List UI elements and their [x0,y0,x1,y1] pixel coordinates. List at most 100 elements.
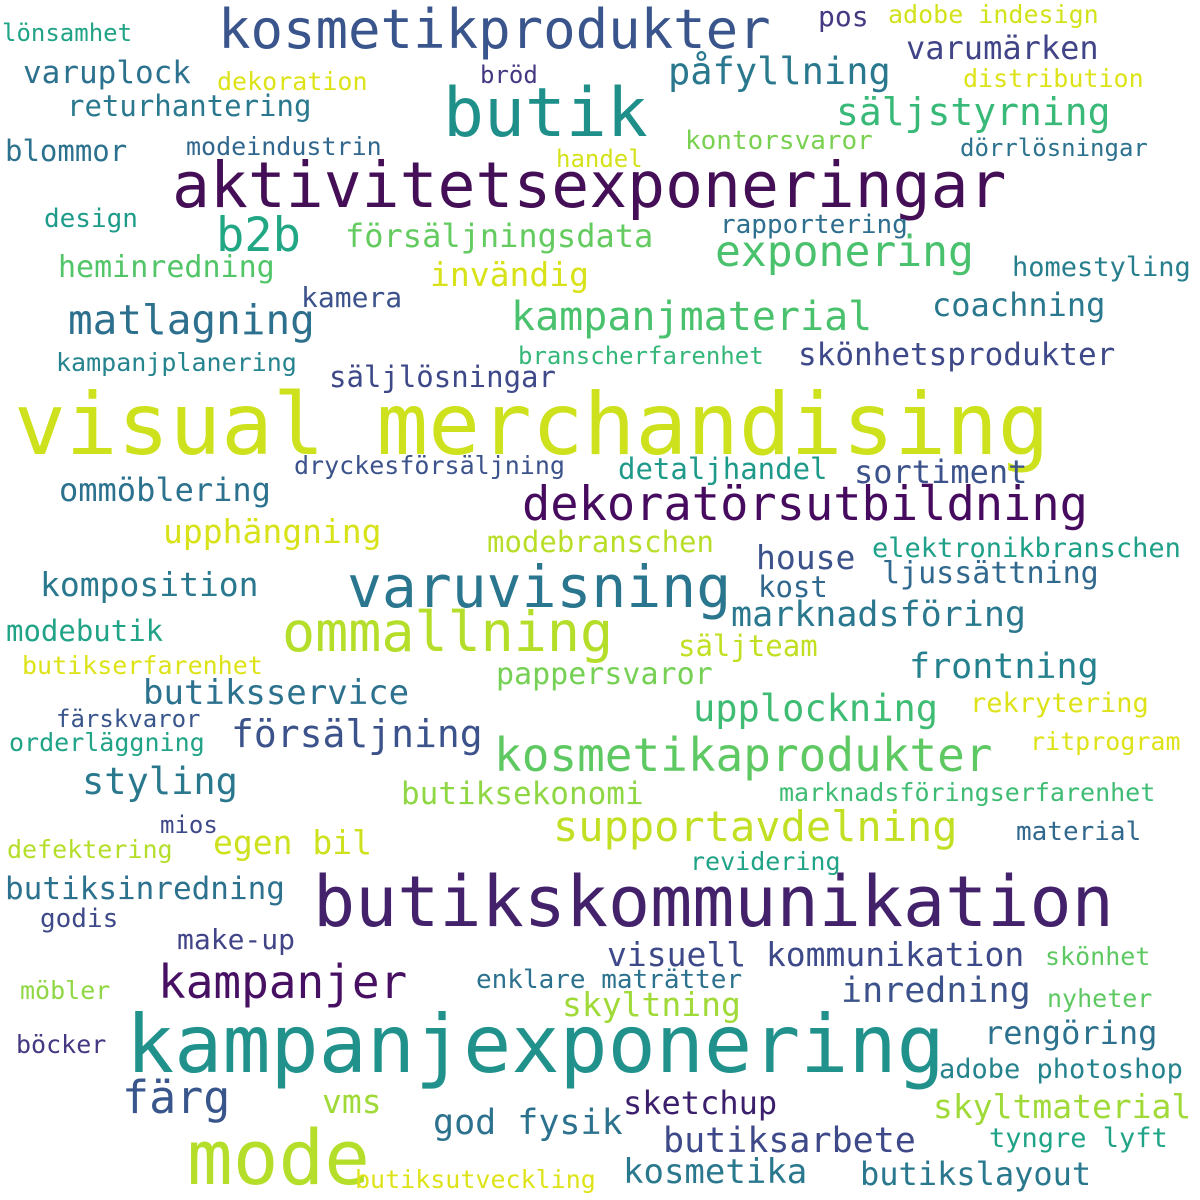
word: ljussättning [882,556,1099,591]
word: ommallning [282,600,614,664]
word: kampanjmaterial [511,294,873,340]
word: mode [187,1113,371,1200]
word: make-up [177,923,296,956]
word: varumärken [906,29,1099,67]
word: egen bil [213,823,372,862]
word: färg [122,1071,231,1124]
word: matlagning [68,296,315,344]
word: lönsamhet [2,19,133,47]
word: frontning [909,647,1099,687]
word: revidering [690,847,841,876]
word: b2b [216,208,301,263]
word: blommor [5,134,128,168]
word: nyheter [1047,984,1153,1013]
word: god fysik [433,1103,623,1143]
word: invändig [430,255,589,294]
word: rengöring [984,1014,1158,1052]
word: kost [758,570,828,604]
word: sortiment [854,453,1028,491]
word: bröd [480,61,538,89]
word: butik [443,74,648,153]
word: möbler [20,976,111,1005]
word: butikserfarenhet [22,651,263,680]
word: styling [82,760,238,803]
word: visuell kommunikation [607,935,1025,974]
word: butikskommunikation [313,861,1114,943]
word: försäljning [231,712,483,756]
word: varuplock [23,55,191,91]
word: komposition [40,565,259,604]
word: modeindustrin [186,132,382,161]
word: kosmetikaprodukter [494,728,993,782]
word: detaljhandel [618,452,828,486]
word: pappersvaror [496,657,713,692]
word: modebutik [6,614,164,648]
word: coachning [932,286,1106,324]
word: aktivitetsexponeringar [172,149,1007,222]
word: kontorsvaror [685,126,873,156]
word: dörrlösningar [960,134,1148,162]
word: kampanjer [158,955,408,1009]
word: elektronikbranschen [872,533,1181,564]
word: varuvisning [347,553,732,621]
word: sketchup [623,1084,778,1122]
word: exponering [715,227,974,277]
word: adobe indesign [888,0,1099,29]
word: butiksservice [143,673,410,713]
word: handel [556,145,643,173]
word: försäljningsdata [345,217,654,255]
word: distribution [963,64,1144,93]
word: skönhet [1045,942,1151,971]
word: supportavdelning [553,802,958,851]
word: upphängning [163,512,382,551]
word: design [44,204,138,234]
word: rapportering [720,210,908,240]
word: färskvaror [56,705,201,733]
word: inredning [841,971,1031,1011]
word: visual merchandising [14,375,1050,475]
word: heminredning [58,250,275,285]
word: mios [160,811,218,839]
word: kosmetika [623,1152,808,1192]
word: skyltning [562,985,741,1024]
word: dekoration [217,67,368,96]
word: butiksekonomi [401,776,644,812]
word: ommöblering [59,471,271,509]
word: butiksutveckling [355,1165,596,1194]
word: defektering [7,835,173,864]
word: kampanjexponering [126,998,945,1091]
word: branscherfarenhet [518,342,764,370]
word: påfyllning [668,50,891,93]
word: marknadsföringserfarenhet [779,778,1156,807]
word: upplockning [693,687,939,730]
word: kamera [301,281,403,314]
word: böcker [16,1030,107,1059]
word: säljstyrning [836,90,1111,134]
word: returhantering [67,89,312,123]
word: homestyling [1012,252,1191,283]
word: kampanjplanering [56,348,297,377]
word: enklare maträtter [476,965,743,995]
word: säljlösningar [329,360,556,394]
word: modebranschen [487,525,714,559]
word: skyltmaterial [933,1087,1192,1126]
word: butiksarbete [663,1121,916,1161]
word: adobe photoshop [939,1054,1183,1085]
word: butikslayout [860,1155,1092,1193]
word: orderläggning [9,728,205,757]
word: skönhetsprodukter [798,337,1116,373]
word: house [756,538,856,577]
word: butiksinredning [5,871,285,907]
word: material [1016,817,1142,847]
word: pos [818,0,869,33]
word: vms [322,1082,382,1121]
word: säljteam [678,629,818,663]
word: dryckesförsäljning [294,451,565,480]
word: godis [40,904,119,934]
word: marknadsföring [731,595,1027,635]
word: ritprogram [1030,727,1181,756]
word: tyngre lyft [989,1123,1168,1154]
word: kosmetikprodukter [218,0,771,61]
word: rekrytering [970,688,1149,719]
